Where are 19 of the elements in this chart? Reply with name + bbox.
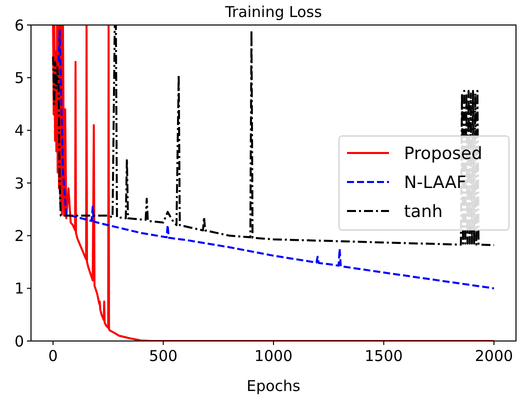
y-tick-label: 0 (14, 332, 24, 350)
legend-label: Proposed (404, 144, 482, 164)
x-tick-label: 500 (148, 347, 178, 365)
y-tick-label: 5 (14, 68, 24, 87)
x-tick-label: 1000 (254, 347, 293, 365)
y-tick-label: 3 (14, 174, 24, 192)
y-tick-label: 6 (14, 16, 24, 34)
legend-label: tanh (404, 202, 443, 222)
y-tick-label: 1 (14, 280, 24, 298)
legend-label: N-LAAF (404, 172, 466, 193)
x-tick-label: 0 (48, 347, 58, 365)
line-series (52, 25, 495, 341)
chart-title: Training Loss (224, 3, 322, 21)
y-tick-label: 2 (14, 226, 24, 245)
x-axis-title: Epochs (246, 377, 301, 395)
y-tick-label: 4 (14, 122, 24, 140)
x-tick-label: 1500 (364, 347, 403, 365)
line-series (58, 29, 495, 290)
x-tick-label: 2000 (474, 347, 514, 365)
